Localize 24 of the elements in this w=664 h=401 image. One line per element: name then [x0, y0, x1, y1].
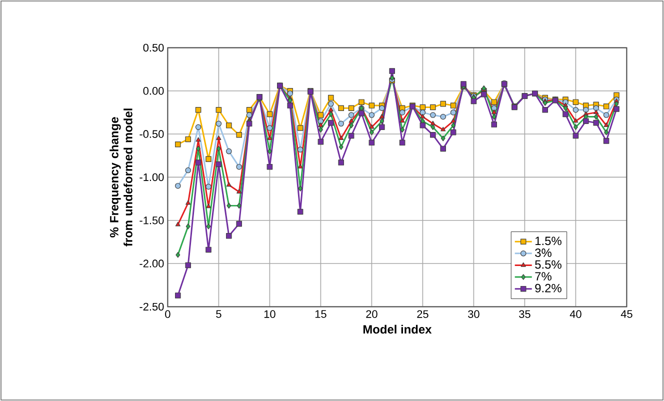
- x-tick-label: 25: [417, 310, 428, 318]
- y-tick-label: 0.00: [143, 86, 164, 95]
- legend-label: 9.2%: [535, 284, 562, 292]
- x-tick-label: 10: [264, 310, 276, 318]
- legend-label: 1.5%: [536, 236, 562, 246]
- y-tick-label: -0.50: [140, 130, 164, 138]
- x-tick-label: 20: [366, 310, 378, 318]
- y-tick-label: -2.00: [140, 260, 164, 268]
- y-tick-label: -1.50: [140, 216, 164, 224]
- y-tick-label: 0.50: [143, 44, 164, 52]
- x-tick-label: 35: [519, 310, 530, 318]
- y-tick-label: -2.50: [140, 302, 164, 311]
- legend-label: 7%: [535, 272, 552, 280]
- legend-label: 3%: [535, 248, 552, 257]
- x-tick-label: 30: [468, 310, 480, 318]
- x-tick-label: 0: [165, 310, 170, 318]
- x-axis-title: Model index: [363, 324, 432, 334]
- y-tick-label: -1.00: [140, 173, 164, 182]
- legend-label: 5.5%: [535, 260, 562, 269]
- x-tick-label: 15: [315, 310, 326, 318]
- y-axis-title: % Frequency change from undeformed model: [110, 108, 132, 246]
- x-tick-label: 45: [620, 310, 632, 318]
- x-tick-label: 40: [570, 310, 582, 318]
- x-tick-label: 5: [216, 310, 222, 318]
